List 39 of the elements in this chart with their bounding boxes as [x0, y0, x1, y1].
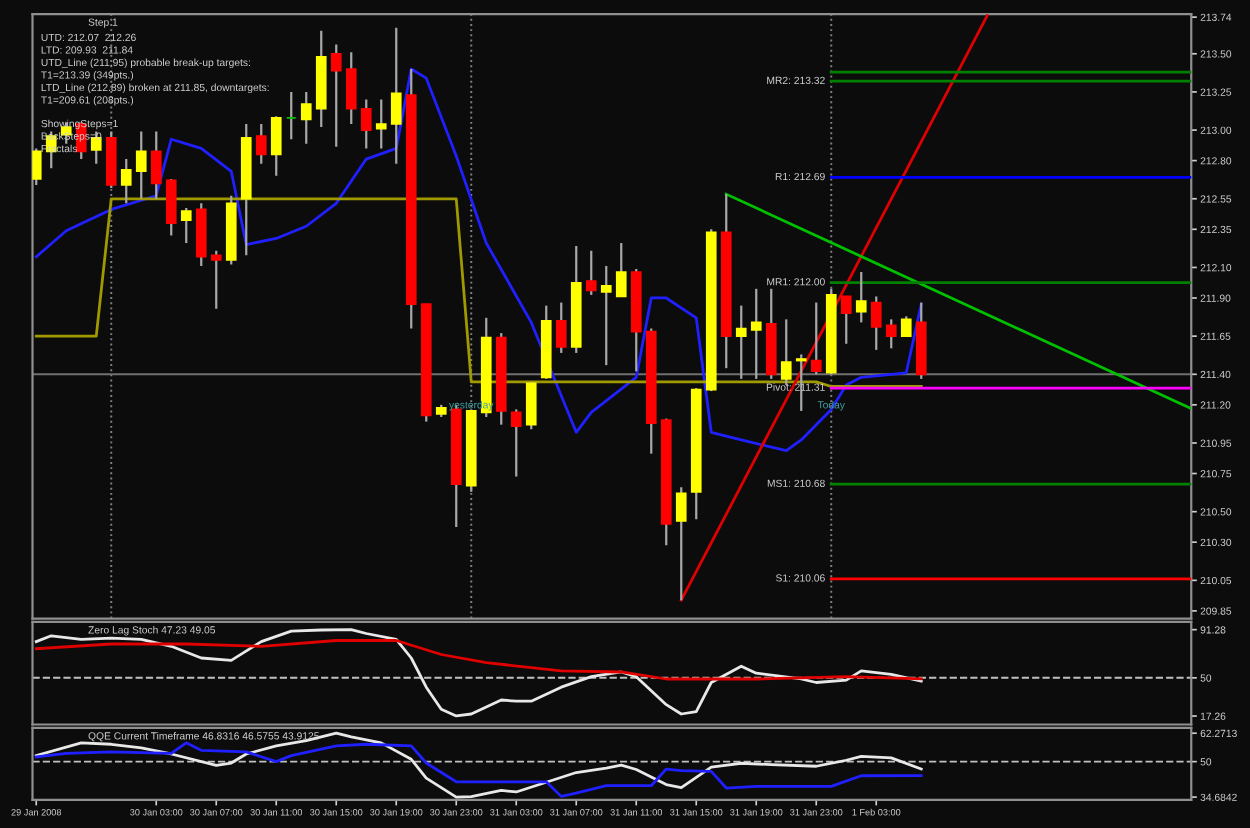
candlestick: [255, 122, 267, 165]
candlestick: [870, 295, 882, 351]
candlestick: [210, 249, 222, 310]
candlestick: [555, 301, 567, 355]
candlestick: [32, 147, 42, 187]
candlestick: [150, 130, 162, 200]
candlestick: [300, 90, 312, 145]
candlestick: [675, 486, 687, 602]
candlestick: [360, 98, 372, 150]
candlestick: [780, 318, 792, 387]
candlestick: [330, 43, 342, 148]
candlestick: [390, 26, 402, 165]
candlestick: [165, 177, 177, 237]
candlestick: [600, 264, 612, 367]
candlestick: [135, 130, 147, 200]
candlestick: [525, 380, 537, 431]
candlestick: [120, 157, 132, 205]
line-series: [34, 67, 923, 453]
candlestick: [900, 315, 912, 338]
candlestick: [510, 408, 522, 478]
candlestick: [750, 287, 762, 380]
candlestick: [105, 130, 117, 190]
candlestick: [585, 249, 597, 297]
line-series: [34, 628, 923, 718]
candlestick: [615, 241, 627, 298]
candlestick: [885, 318, 897, 350]
candlestick: [195, 202, 207, 268]
candlestick: [375, 98, 387, 150]
candlestick: [840, 295, 852, 345]
candlestick: [345, 51, 357, 126]
line-series: [34, 731, 923, 799]
candlestick: [735, 304, 747, 380]
line-series: [34, 197, 923, 388]
candlestick: [270, 115, 282, 177]
candlestick: [180, 206, 192, 245]
candlestick: [810, 301, 822, 376]
line-series: [34, 639, 923, 681]
line-series: [34, 741, 923, 798]
candlestick: [855, 270, 867, 324]
